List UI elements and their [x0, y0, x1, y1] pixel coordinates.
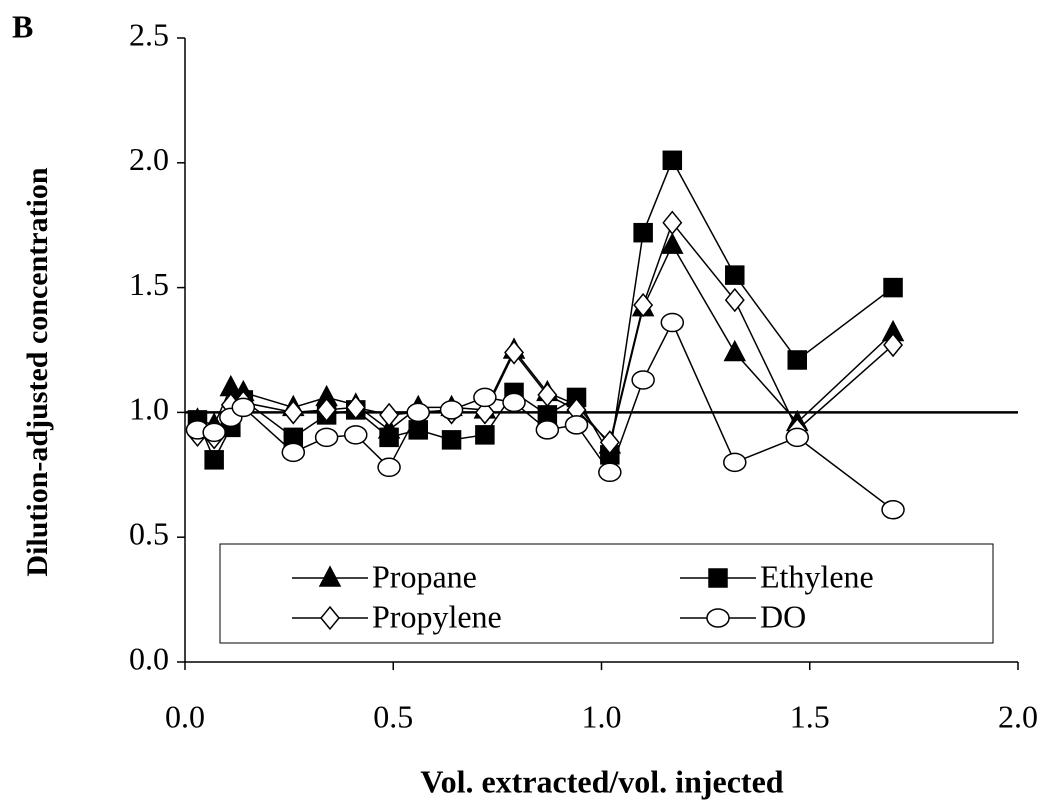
data-point	[473, 387, 497, 408]
legend-marker	[708, 568, 728, 588]
y-tick-label: 1.0	[129, 391, 169, 427]
data-point	[202, 422, 226, 443]
x-tick-label: 0.5	[373, 698, 413, 734]
legend-marker	[318, 565, 342, 587]
data-point	[723, 339, 747, 362]
data-point	[723, 452, 747, 473]
data-point	[406, 402, 430, 423]
data-point	[475, 425, 495, 445]
data-point	[660, 312, 685, 333]
y-tick-label: 0.5	[129, 516, 169, 552]
data-point	[231, 397, 256, 418]
data-point	[379, 427, 399, 448]
data-point	[502, 392, 526, 413]
data-point	[504, 340, 525, 365]
data-point	[785, 427, 810, 448]
legend-label: Ethylene	[760, 558, 874, 594]
data-point	[724, 287, 745, 313]
data-point	[725, 265, 745, 285]
legend-label: Propane	[372, 558, 477, 594]
panel-label: B	[12, 8, 33, 44]
data-point	[883, 332, 904, 358]
data-point	[662, 210, 683, 235]
data-point	[345, 395, 366, 420]
y-tick-label: 1.5	[129, 266, 169, 302]
data-point	[474, 400, 495, 425]
data-point	[377, 457, 401, 478]
x-tick-label: 0.0	[165, 698, 205, 734]
data-point	[633, 222, 653, 243]
y-tick-label: 2.0	[129, 141, 169, 177]
data-point	[344, 425, 368, 445]
data-point	[379, 402, 400, 428]
data-point	[535, 420, 560, 440]
x-tick-label: 1.5	[790, 698, 830, 734]
x-axis-title: Vol. extracted/vol. injected	[420, 763, 783, 799]
data-point	[564, 415, 589, 435]
legend-box	[219, 543, 994, 644]
y-tick-label: 2.5	[129, 16, 169, 52]
data-point	[883, 277, 903, 298]
data-point	[881, 499, 905, 520]
legend-label: Propylene	[372, 598, 502, 634]
data-point	[281, 442, 306, 463]
y-axis-title: Dilution-adjusted concentration	[21, 167, 54, 576]
data-point	[787, 350, 808, 370]
data-point	[439, 400, 464, 420]
legend-marker	[320, 605, 340, 631]
series-line	[197, 320, 894, 511]
data-point	[314, 427, 339, 448]
data-point	[633, 292, 654, 318]
x-tick-label: 2.0	[998, 698, 1038, 734]
legend-marker	[706, 608, 730, 628]
data-point	[598, 462, 622, 483]
data-point	[283, 400, 304, 425]
x-tick-label: 1.0	[582, 698, 622, 734]
y-tick-label: 0.0	[129, 640, 169, 676]
data-point	[662, 150, 683, 171]
data-point	[537, 382, 558, 408]
data-point	[204, 450, 224, 470]
data-point	[661, 232, 684, 254]
data-point	[599, 430, 620, 455]
data-point	[316, 397, 337, 423]
data-point	[441, 430, 462, 450]
data-point	[631, 370, 655, 390]
legend-label: DO	[760, 598, 806, 634]
